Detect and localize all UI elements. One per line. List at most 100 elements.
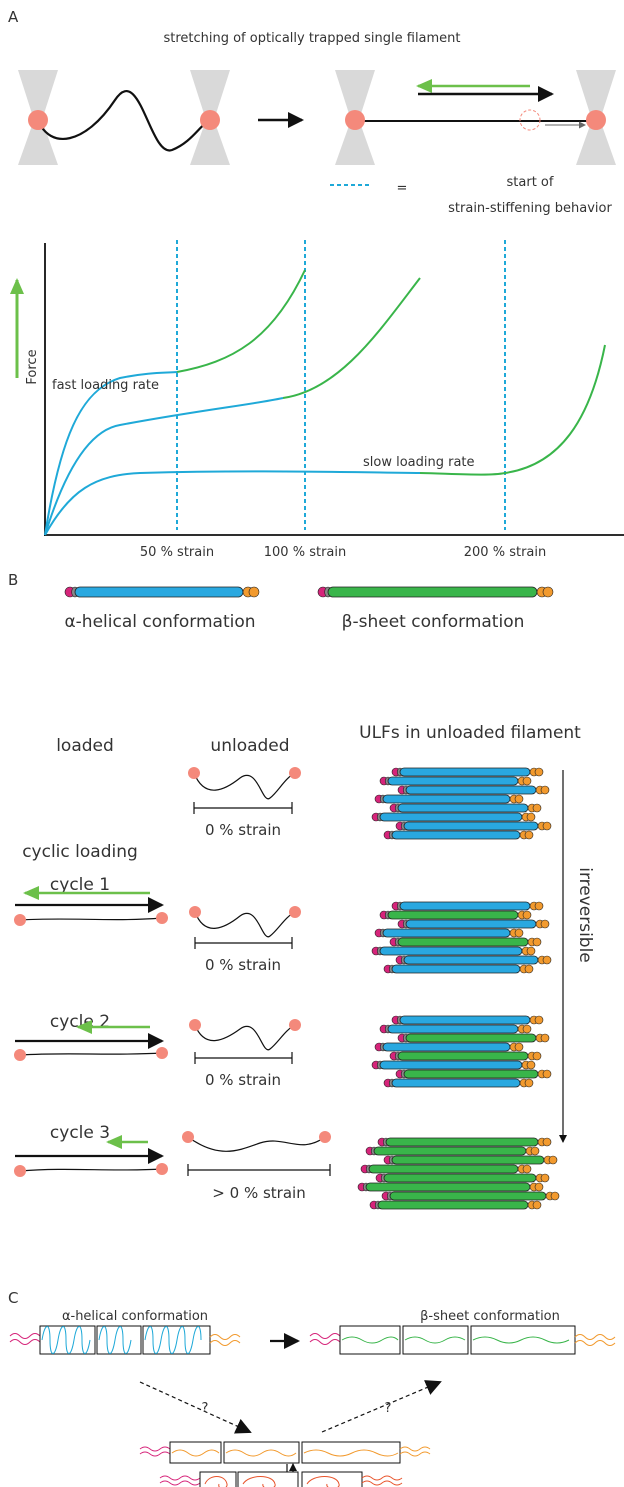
tail-domain [523, 1025, 531, 1033]
irreversible-label: irreversible [575, 867, 595, 963]
curve-slow [45, 471, 420, 535]
figure: A stretching of optically trapped single… [0, 0, 624, 1487]
rod-domain [392, 831, 520, 839]
tail-domain [523, 911, 531, 919]
ulf-bar [375, 929, 523, 937]
rod-domain [392, 965, 520, 973]
ulf-bar [366, 1147, 539, 1155]
shape-path [195, 1052, 292, 1064]
shape-path [195, 912, 295, 937]
tail-domain [551, 1192, 559, 1200]
bead [586, 110, 606, 130]
panel-label: C [8, 1289, 18, 1307]
strain-label: 0 % strain [205, 1071, 281, 1089]
pathway-arrow [322, 1382, 440, 1432]
ulf-bar [372, 813, 535, 821]
ulf-bundle [372, 1016, 551, 1087]
column-header: ULFs in unloaded filament [359, 723, 581, 743]
question-mark: ? [202, 1401, 209, 1416]
shape-rect [471, 1326, 575, 1354]
curve-medium [283, 278, 420, 398]
tail-domain [535, 1183, 543, 1191]
strain-label: 0 % strain [205, 956, 281, 974]
column-header: loaded [56, 736, 114, 756]
page: Filament stretching figure {"panel_a": {… [0, 0, 624, 1487]
tail-domain [535, 768, 543, 776]
x-label: 200 % strain [464, 545, 546, 560]
rod-domain [383, 795, 510, 803]
ulf-bar [396, 956, 551, 964]
shape-rect [170, 1442, 221, 1463]
shape-circle [182, 1131, 194, 1143]
ulf-bar [390, 1052, 541, 1060]
y-axis-label: Force [25, 349, 40, 384]
shape-rect [97, 1326, 141, 1354]
tail-domain [249, 587, 259, 597]
panel-title: stretching of optically trapped single f… [163, 31, 460, 46]
panel-c: C α-helical conformation β-sheet conform… [8, 1289, 615, 1487]
tail-domain [525, 1079, 533, 1087]
tail-domain [541, 1034, 549, 1042]
curve-medium [45, 398, 283, 535]
rod-domain [369, 1165, 518, 1173]
shape-path [194, 773, 295, 799]
rod-domain [380, 813, 522, 821]
rod-domain [388, 1025, 518, 1033]
ulf-bar [375, 1043, 523, 1051]
tail-domain [543, 1070, 551, 1078]
conformation-bars [65, 587, 553, 597]
shape-path [195, 1025, 295, 1050]
tail-domain [541, 920, 549, 928]
legend-text: start of [507, 175, 554, 190]
question-mark: ? [385, 1401, 392, 1416]
rod-domain [380, 947, 522, 955]
ulf-bundle [372, 768, 551, 839]
shape-path [310, 1334, 340, 1345]
ulf-bar [375, 795, 523, 803]
ulf-bar [384, 1079, 533, 1087]
tail-domain [527, 1061, 535, 1069]
shape-path [575, 1335, 615, 1346]
bead [28, 110, 48, 130]
shape-circle [189, 1019, 201, 1031]
beta-dimer [310, 1326, 615, 1354]
ulf-bar [384, 831, 533, 839]
ulf-bar [398, 786, 549, 794]
rod-domain [378, 1201, 528, 1209]
ulf-bar [361, 1165, 531, 1173]
rod-domain [366, 1183, 530, 1191]
bead [200, 110, 220, 130]
shape-path [362, 1476, 402, 1485]
body: A stretching of optically trapped single… [0, 0, 624, 1487]
rod-domain [404, 1070, 538, 1078]
ulf-bar [390, 804, 541, 812]
rod-domain [406, 1034, 536, 1042]
force-strain-graph: Force fast loading rate slow loading rat… [17, 240, 624, 560]
tail-domain [541, 1174, 549, 1182]
tail-domain [541, 786, 549, 794]
panel-label: B [8, 571, 18, 589]
shape-path [20, 1169, 162, 1171]
pathway-arrow [140, 1382, 250, 1432]
tail-domain [527, 947, 535, 955]
rod-domain [400, 1016, 530, 1024]
conformation-label: α-helical conformation [64, 612, 255, 632]
rod-domain [383, 1043, 510, 1051]
ulf-bar [376, 1174, 549, 1182]
ulf-bar [358, 1183, 543, 1191]
tail-domain [531, 1147, 539, 1155]
tail-domain [533, 1052, 541, 1060]
rod-domain [380, 1061, 522, 1069]
shape-rect [340, 1326, 400, 1354]
ulf-bundles [358, 768, 559, 1209]
ulf-bar [384, 965, 533, 973]
shape-rect [403, 1326, 468, 1354]
shape-circle [289, 767, 301, 779]
shape-circle [189, 906, 201, 918]
panel-a: A stretching of optically trapped single… [8, 8, 624, 560]
cycle-label: cycle 3 [50, 1123, 110, 1143]
ulf-bar [398, 920, 549, 928]
legend-text: strain-stiffening behavior [448, 201, 612, 216]
rod-domain [392, 1156, 544, 1164]
tail-domain [523, 777, 531, 785]
